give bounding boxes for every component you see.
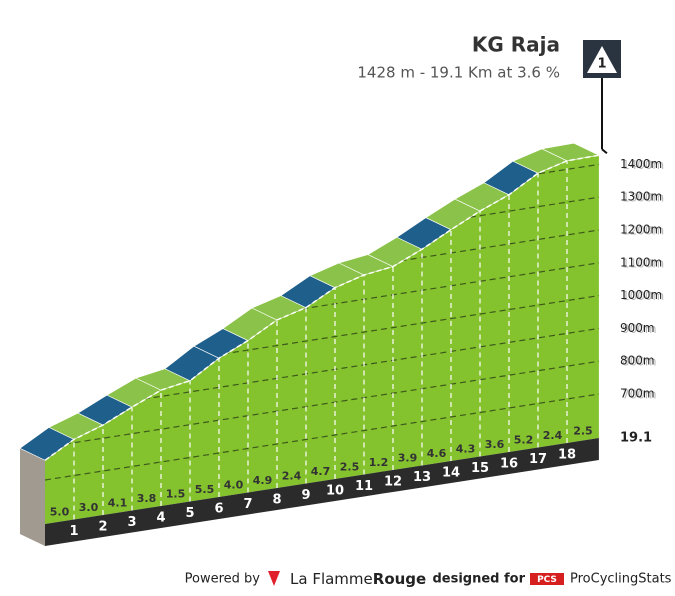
gradient-label: 3.9 xyxy=(398,452,418,465)
profile-line xyxy=(44,154,600,461)
grid-line xyxy=(45,393,599,481)
km-label: 2 xyxy=(98,519,107,534)
y-tick-label-shadow: 800m xyxy=(622,355,657,369)
brand-a: La FlammeRouge xyxy=(290,570,426,588)
km-label: 11 xyxy=(355,479,373,494)
km-label: 4 xyxy=(156,510,165,525)
gradient-label: 3.0 xyxy=(79,501,99,514)
summit-pole-foot xyxy=(601,148,608,154)
footer: Powered by La FlammeRouge designed for P… xyxy=(185,570,672,588)
km-label: 3 xyxy=(127,515,136,530)
y-tick-label-shadow: 1200m xyxy=(622,224,664,238)
distance-label: 19.1 xyxy=(620,431,652,446)
brand-b-text: Rouge xyxy=(373,570,426,588)
y-tick-label-shadow: 900m xyxy=(622,322,657,336)
y-tick-label-shadow: 1300m xyxy=(622,191,664,205)
brand-a-text: La Flamme xyxy=(290,570,373,588)
y-tick-label: 1000m xyxy=(620,288,662,302)
gradient-label: 5.2 xyxy=(514,434,534,447)
site-name: ProCyclingStats xyxy=(570,572,672,587)
profile-area xyxy=(45,155,599,524)
y-tick-label: 800m xyxy=(620,354,655,368)
chart-title: KG Raja xyxy=(472,33,560,57)
km-label: 12 xyxy=(384,474,402,489)
km-label: 16 xyxy=(500,456,518,471)
gradient-label: 4.3 xyxy=(456,443,476,456)
designed-for: designed for xyxy=(432,572,525,587)
y-tick-label: 1200m xyxy=(620,223,662,237)
gradient-label: 5.0 xyxy=(50,506,70,519)
pcs-text: PCS xyxy=(537,575,557,585)
y-tick-label: 1400m xyxy=(620,157,662,171)
pcs-badge xyxy=(530,573,564,585)
gradient-label: 4.1 xyxy=(108,497,128,510)
gradient-label: 2.4 xyxy=(282,470,302,483)
km-label: 5 xyxy=(185,506,194,521)
km-label: 13 xyxy=(413,470,431,485)
gradient-label: 1.5 xyxy=(166,488,186,501)
flamme-logo xyxy=(268,571,280,586)
base-band xyxy=(45,438,599,546)
y-tick-label-shadow: 1100m xyxy=(622,256,664,270)
powered-by: Powered by xyxy=(185,572,261,587)
side-face xyxy=(20,448,45,546)
gradient-label: 4.6 xyxy=(427,447,447,460)
gradient-label: 2.4 xyxy=(543,429,563,442)
km-label: 9 xyxy=(301,488,310,503)
gradient-label: 2.5 xyxy=(340,461,360,474)
km-label: 18 xyxy=(558,447,576,462)
y-tick-label-shadow: 700m xyxy=(622,388,657,402)
km-label: 17 xyxy=(529,452,547,467)
gradient-label: 5.5 xyxy=(195,483,215,496)
gradient-label: 3.8 xyxy=(137,492,157,505)
y-tick-label: 700m xyxy=(620,387,655,401)
y-tick-label: 1100m xyxy=(620,255,662,269)
y-tick-label: 1300m xyxy=(620,190,662,204)
km-label: 6 xyxy=(214,501,223,516)
gradient-label: 1.2 xyxy=(369,456,389,469)
gradient-label: 4.7 xyxy=(311,465,331,478)
km-label: 10 xyxy=(326,483,344,498)
km-label: 1 xyxy=(69,524,78,539)
y-tick-label-shadow: 1000m xyxy=(622,289,664,303)
gradient-label: 3.6 xyxy=(485,438,505,451)
km-label: 8 xyxy=(272,492,281,507)
y-tick-label: 900m xyxy=(620,321,655,335)
gradient-label: 4.0 xyxy=(224,479,244,492)
km-label: 14 xyxy=(442,465,460,480)
grid-line xyxy=(45,360,599,448)
badge-triangle xyxy=(587,46,617,73)
category-badge: 1 xyxy=(583,40,621,78)
gradient-label: 2.5 xyxy=(573,424,593,437)
y-tick-label-shadow: 1400m xyxy=(622,158,664,172)
km-label: 7 xyxy=(243,497,252,512)
km-label: 15 xyxy=(471,461,489,476)
chart-subtitle: 1428 m - 19.1 Km at 3.6 % xyxy=(357,64,560,82)
gradient-label: 4.9 xyxy=(253,474,273,487)
badge-label: 1 xyxy=(597,57,606,72)
